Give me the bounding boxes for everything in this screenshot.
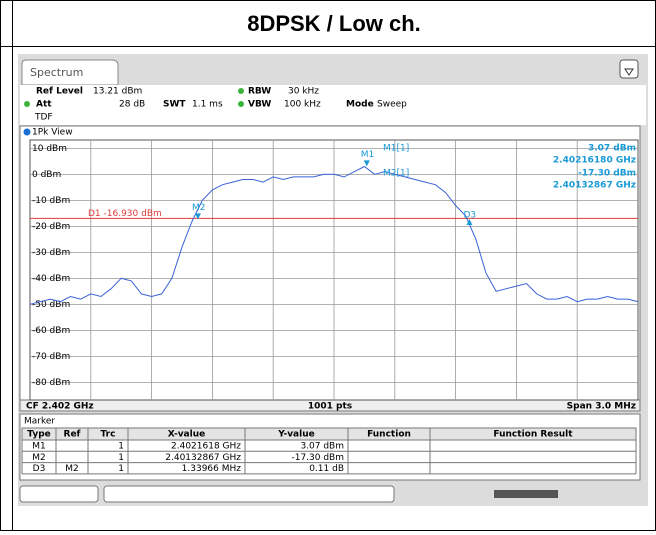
table-header: Function Result — [493, 430, 573, 440]
att-dot — [24, 101, 30, 107]
y-tick-label: 0 dBm — [32, 170, 61, 180]
table-header: Trc — [101, 430, 116, 440]
table-cell: M1 — [32, 442, 46, 452]
span: Span 3.0 MHz — [567, 402, 636, 412]
tab[interactable] — [21, 59, 119, 86]
trace — [29, 165, 639, 305]
att-label: Att — [36, 100, 52, 110]
menu-arrow — [624, 68, 634, 76]
table-header: Ref — [64, 430, 81, 440]
y-tick-label: -40 dBm — [32, 274, 70, 284]
table-header: Y-value — [277, 430, 314, 440]
table-cell: D3 — [33, 464, 46, 474]
marker — [466, 219, 473, 226]
table-cell: M2 — [65, 464, 79, 474]
ref-level: 13.21 dBm — [93, 87, 142, 97]
rbw: 30 kHz — [288, 87, 319, 97]
readout-name: M1[1] — [383, 144, 409, 154]
y-tick-label: -10 dBm — [32, 196, 70, 206]
table-cell: 1 — [118, 442, 124, 452]
y-tick-label: -60 dBm — [32, 326, 70, 336]
swt: 1.1 ms — [192, 100, 223, 110]
y-tick-label: -20 dBm — [32, 222, 70, 232]
table-header: X-value — [168, 430, 205, 440]
status-box — [19, 485, 99, 503]
readout-name: M2[1] — [383, 169, 409, 179]
table-cell: 2.40132867 GHz — [165, 453, 241, 463]
mode: Sweep — [377, 100, 407, 110]
y-tick-label: -50 dBm — [32, 300, 70, 310]
att: 28 dB — [119, 100, 145, 110]
table-cell: 3.07 dBm — [300, 442, 344, 452]
y-tick-label: -80 dBm — [32, 378, 70, 388]
vbw-label: VBW — [248, 100, 271, 110]
swt-label: SWT — [163, 100, 186, 110]
points: 1001 pts — [308, 402, 352, 412]
table-cell: 1 — [118, 453, 124, 463]
y-tick-label: -70 dBm — [32, 352, 70, 362]
table-cell: M2 — [32, 453, 46, 463]
vbw-dot — [238, 101, 244, 107]
readout-level: -17.30 dBm — [578, 169, 636, 179]
readout-freq: 2.40132867 GHz — [553, 181, 636, 191]
marker-label: D3 — [463, 211, 476, 221]
table-cell: 0.11 dB — [309, 464, 344, 474]
readout-level: 3.07 dBm — [588, 144, 636, 154]
settings-panel — [20, 85, 646, 125]
table-header: Type — [27, 430, 50, 440]
marker-table-title: Marker — [24, 417, 55, 427]
table-header: Function — [367, 430, 411, 440]
table-cell: 2.4021618 GHz — [171, 442, 241, 452]
vbw: 100 kHz — [284, 100, 321, 110]
marker — [194, 213, 201, 220]
progress-bar — [494, 490, 558, 498]
ref-level-label: Ref Level — [36, 87, 83, 97]
view-label: 1Pk View — [32, 128, 73, 138]
marker-table-panel — [19, 413, 641, 481]
table-cell: 1 — [118, 464, 124, 474]
table-cell: -17.30 dBm — [291, 453, 344, 463]
center-freq: CF 2.402 GHz — [26, 402, 94, 412]
status-box — [103, 485, 395, 503]
marker-label: M1 — [361, 150, 375, 160]
tdf: TDF — [34, 113, 53, 123]
table-cell: 1.33966 MHz — [182, 464, 242, 474]
readout-freq: 2.40216180 GHz — [553, 156, 636, 166]
rbw-label: RBW — [248, 87, 271, 97]
display-line-label: D1 -16.930 dBm — [88, 209, 162, 219]
tab-label: Spectrum — [30, 66, 83, 79]
rbw-dot — [238, 88, 244, 94]
y-tick-label: 10 dBm — [32, 144, 67, 154]
marker — [363, 160, 370, 167]
y-tick-label: -30 dBm — [32, 248, 70, 258]
mode-label: Mode — [346, 100, 374, 110]
view-dot — [23, 128, 31, 136]
title: 8DPSK / Low ch. — [247, 11, 421, 36]
marker-label: M2 — [192, 203, 206, 213]
